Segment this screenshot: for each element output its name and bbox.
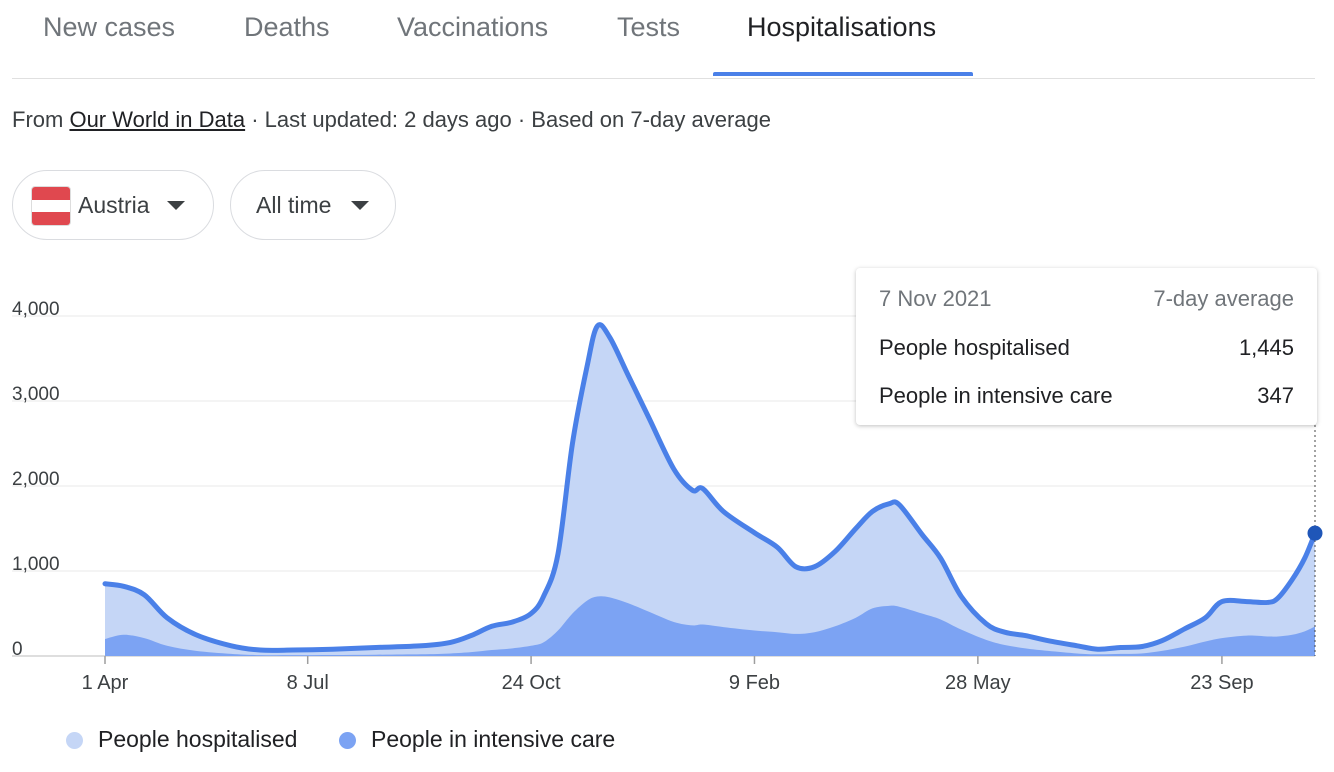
series-area-hospitalised <box>105 324 1315 656</box>
tab-new-cases[interactable]: New cases <box>43 12 176 42</box>
x-tick-label: 28 May <box>945 672 1011 694</box>
time-range-label: All time <box>256 192 332 218</box>
y-tick-label: 3,000 <box>12 384 60 405</box>
y-tick-label: 2,000 <box>12 469 60 490</box>
time-range-selector[interactable]: All time <box>230 170 396 240</box>
tooltip-average-label: 7-day average <box>1153 286 1294 311</box>
tab-tests[interactable]: Tests <box>617 12 681 42</box>
tooltip-date: 7 Nov 2021 <box>879 286 992 311</box>
tooltip-row-label: People in intensive care <box>879 383 1113 408</box>
x-tick-label: 9 Feb <box>729 672 780 694</box>
source-suffix: · Last updated: 2 days ago · Based on 7-… <box>245 107 772 132</box>
legend-swatch <box>339 732 356 749</box>
country-selector[interactable]: Austria <box>12 170 214 240</box>
source-link[interactable]: Our World in Data <box>69 107 246 132</box>
metric-tabs: New cases Deaths Vaccinations Tests Hosp… <box>12 0 1315 79</box>
x-tick-label: 8 Jul <box>287 672 329 694</box>
y-tick-label: 0 <box>12 639 23 660</box>
x-tick-label: 24 Oct <box>502 672 561 694</box>
chevron-down-icon <box>351 201 369 210</box>
series-line-hospitalised <box>102 322 1318 653</box>
chevron-down-icon <box>167 201 185 210</box>
tooltip-row-value: 1,445 <box>1238 335 1294 360</box>
tooltip-row-label: People hospitalised <box>879 335 1070 360</box>
hover-marker <box>1307 525 1323 541</box>
tab-vaccinations[interactable]: Vaccinations <box>397 12 549 42</box>
tab-deaths[interactable]: Deaths <box>244 12 330 42</box>
tab-hospitalisations[interactable]: Hospitalisations <box>747 12 937 42</box>
country-label: Austria <box>78 192 150 218</box>
y-tick-label: 1,000 <box>12 554 60 575</box>
x-tick-label: 1 Apr <box>82 672 129 694</box>
legend-label: People hospitalised <box>98 726 298 752</box>
legend-swatch <box>66 732 83 749</box>
chart-tooltip: 7 Nov 2021 7-day average People hospital… <box>856 268 1317 425</box>
y-tick-label: 4,000 <box>12 299 60 320</box>
active-tab-indicator <box>713 72 973 76</box>
austria-flag-icon <box>31 186 71 226</box>
series-area-icu <box>105 596 1315 656</box>
source-prefix: From <box>12 107 70 132</box>
x-tick-label: 23 Sep <box>1190 672 1253 694</box>
tooltip-row-value: 347 <box>1257 383 1294 408</box>
legend-label: People in intensive care <box>371 726 616 752</box>
source-line: From Our World in Data · Last updated: 2… <box>12 107 771 133</box>
